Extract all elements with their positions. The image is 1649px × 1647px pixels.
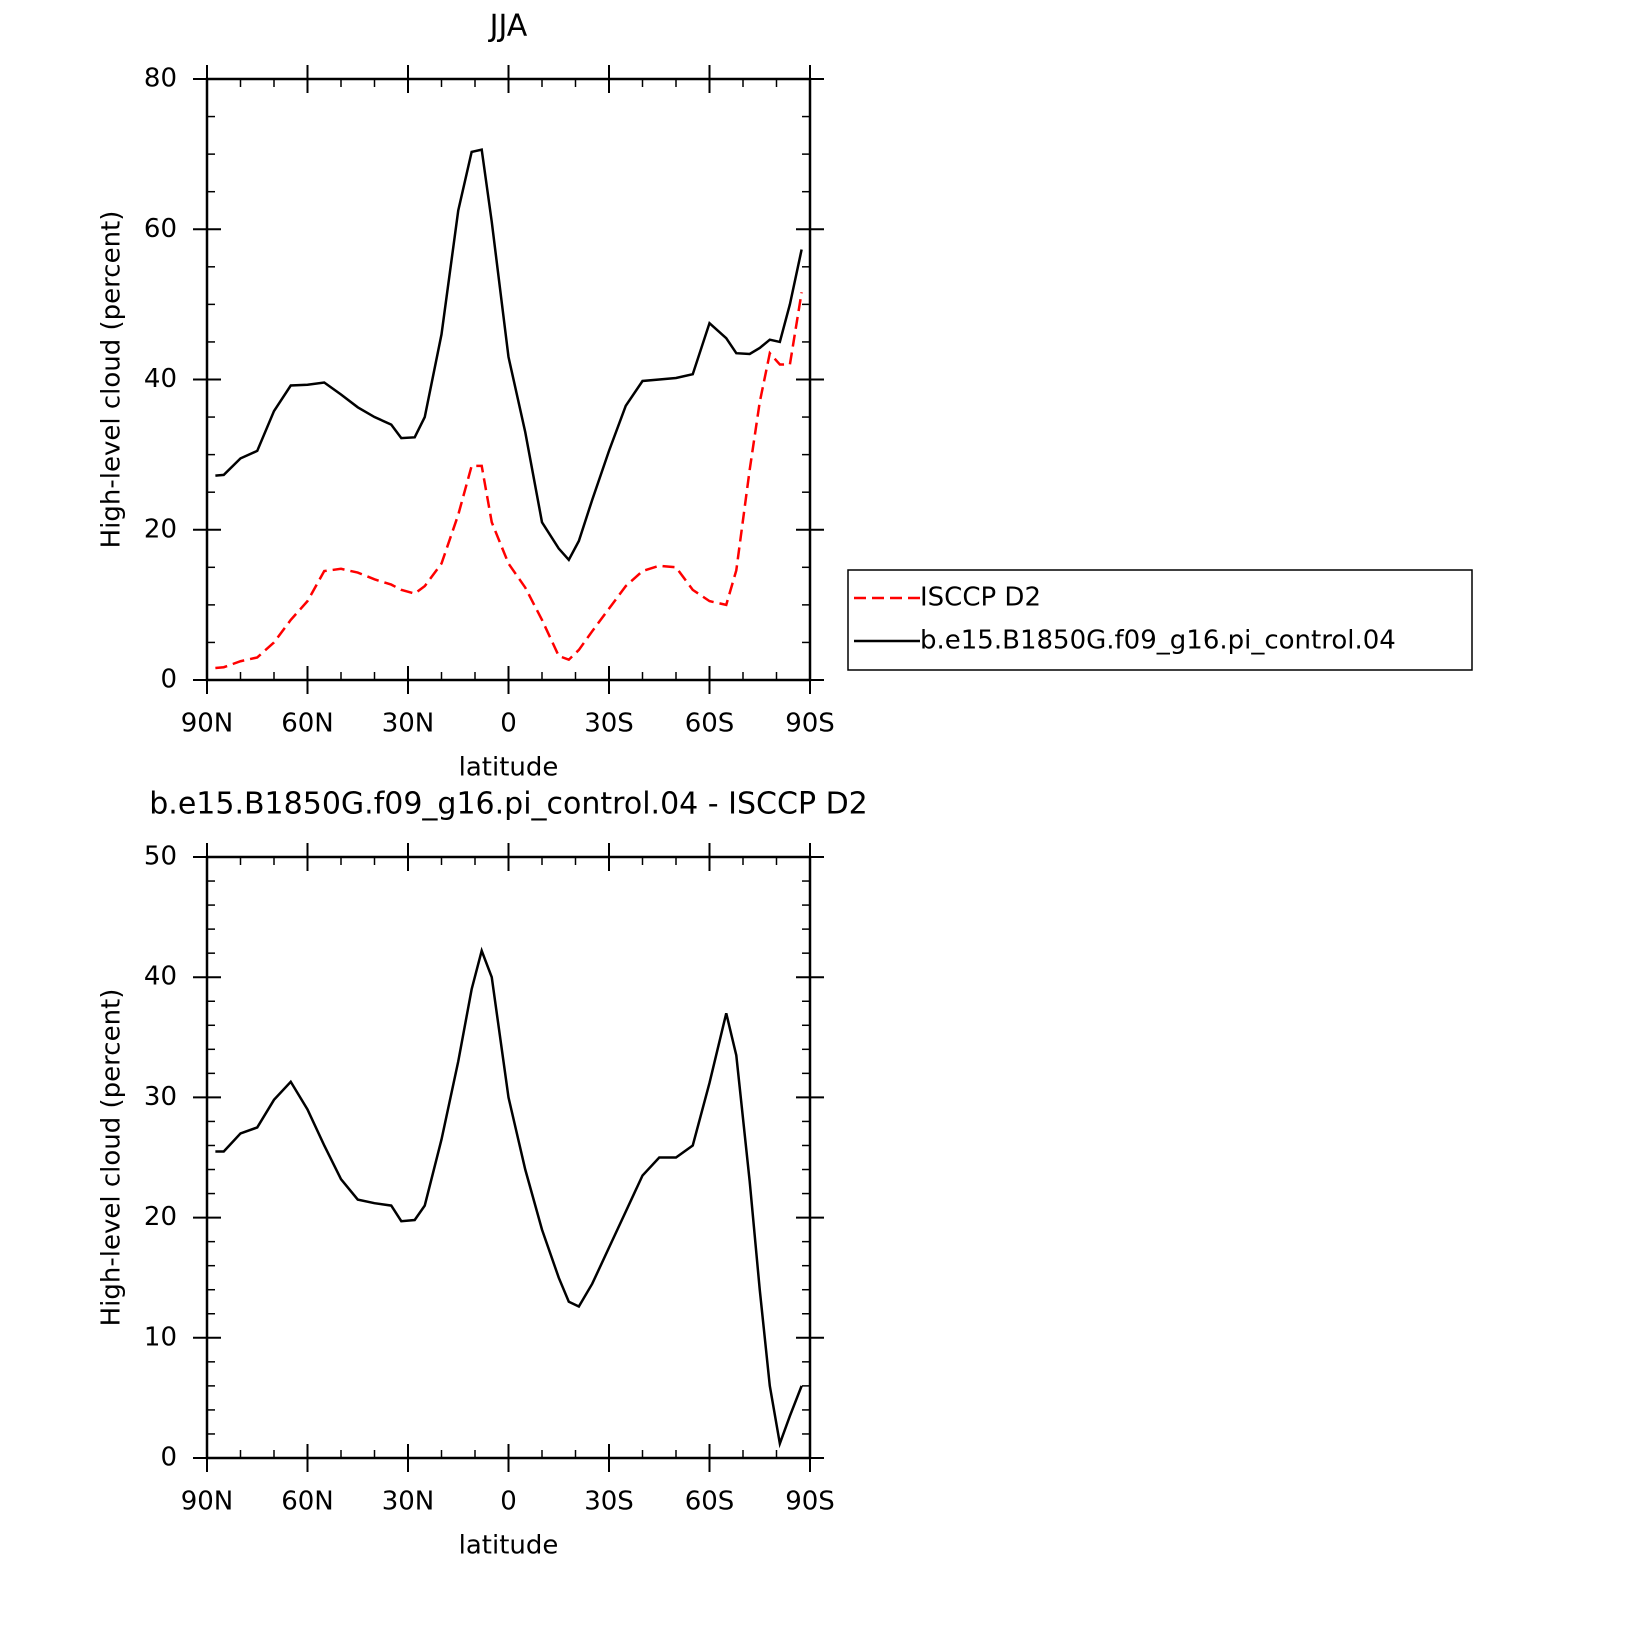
chart-title: b.e15.B1850G.f09_g16.pi_control.04 - ISC… <box>149 787 868 822</box>
x-tick-label: 90N <box>181 709 234 739</box>
x-tick-label: 90S <box>785 1487 835 1517</box>
y-tick-label: 0 <box>160 1443 177 1473</box>
plot-frame <box>205 855 812 1460</box>
x-tick-label: 90S <box>785 709 835 739</box>
y-axis-label: High-level cloud (percent) <box>97 989 127 1327</box>
y-tick-label: 80 <box>144 64 177 94</box>
x-axis-label: latitude <box>459 753 559 783</box>
y-tick-label: 10 <box>144 1322 177 1352</box>
y-tick-label: 40 <box>144 364 177 394</box>
x-tick-label: 0 <box>500 709 517 739</box>
x-tick-label: 60S <box>685 709 735 739</box>
x-tick-label: 60N <box>281 1487 334 1517</box>
y-tick-label: 20 <box>144 1202 177 1232</box>
x-tick-label: 30N <box>382 1487 435 1517</box>
x-tick-label: 60S <box>685 1487 735 1517</box>
x-tick-label: 30S <box>584 709 634 739</box>
y-tick-label: 20 <box>144 514 177 544</box>
y-tick-label: 0 <box>160 665 177 695</box>
x-tick-label: 60N <box>281 709 334 739</box>
legend-box <box>847 569 1473 671</box>
plot-frame <box>205 77 812 682</box>
x-tick-label: 30S <box>584 1487 634 1517</box>
legend-label: b.e15.B1850G.f09_g16.pi_control.04 <box>920 626 1396 656</box>
y-tick-label: 60 <box>144 214 177 244</box>
y-tick-label: 30 <box>144 1082 177 1112</box>
series-line <box>215 292 803 670</box>
legend-label: ISCCP D2 <box>920 583 1041 613</box>
y-tick-label: 40 <box>144 962 177 992</box>
y-axis-label: High-level cloud (percent) <box>97 211 127 549</box>
x-axis-label: latitude <box>459 1531 559 1561</box>
x-tick-label: 90N <box>181 1487 234 1517</box>
x-tick-label: 30N <box>382 709 435 739</box>
series-line <box>215 148 803 562</box>
chart-title: JJA <box>488 9 528 44</box>
y-tick-label: 50 <box>144 842 177 872</box>
x-tick-label: 0 <box>500 1487 517 1517</box>
series-line <box>215 946 803 1449</box>
